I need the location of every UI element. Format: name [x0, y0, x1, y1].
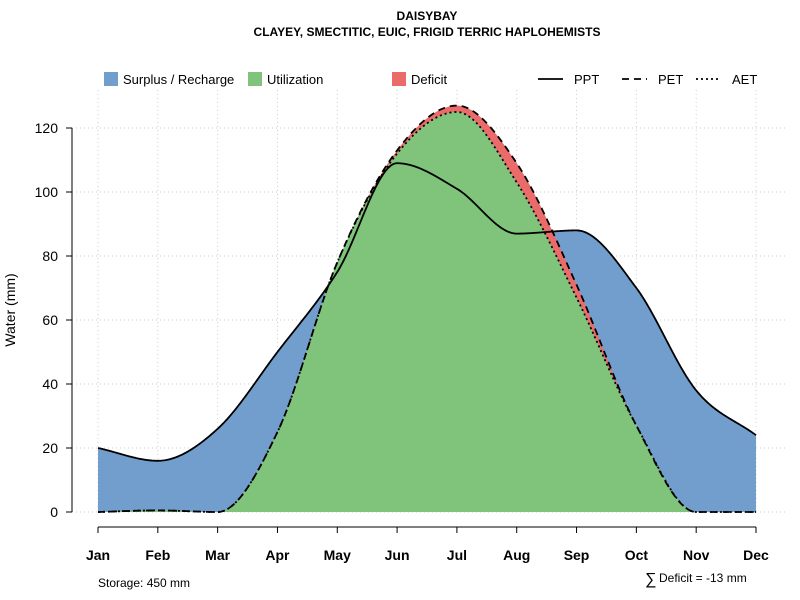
- x-tick-label: Oct: [625, 547, 649, 563]
- deficit-annotation: Deficit = -13 mm: [659, 571, 747, 585]
- pet-line: [97, 104, 756, 513]
- y-tick-label: 120: [35, 120, 59, 136]
- x-tick-label: May: [324, 547, 351, 563]
- legend-label: PPT: [574, 72, 599, 87]
- ppt-line: [97, 162, 757, 462]
- y-tick-label: 100: [35, 184, 59, 200]
- y-tick-label: 0: [50, 504, 58, 520]
- y-axis-label: Water (mm): [2, 273, 18, 346]
- y-tick-label: 80: [42, 248, 58, 264]
- legend-label: Surplus / Recharge: [123, 72, 234, 87]
- x-tick-label: Apr: [265, 547, 290, 563]
- legend: Surplus / Recharge Utilization Deficit PPT P…: [104, 72, 757, 87]
- x-tick-label: Feb: [145, 547, 170, 563]
- chart-title: DAISYBAY: [397, 9, 458, 23]
- legend-label: Deficit: [411, 72, 448, 87]
- legend-swatch: [104, 72, 118, 86]
- sum-symbol: ∑: [645, 571, 656, 588]
- axes: 0 20 40 60 80 100 120 Jan Feb Mar Apr May Jun Jul Aug S…: [35, 120, 769, 563]
- utilization-area: [98, 112, 756, 512]
- y-tick-label: 20: [42, 440, 58, 456]
- y-tick-label: 60: [42, 312, 58, 328]
- x-tick-label: Nov: [683, 547, 710, 563]
- x-tick-label: Jun: [385, 547, 410, 563]
- storage-annotation: Storage: 450 mm: [98, 576, 190, 590]
- x-tick-label: Aug: [503, 547, 530, 563]
- legend-swatch: [392, 72, 406, 86]
- x-tick-label: Jul: [447, 547, 467, 563]
- series-lines: [97, 104, 757, 513]
- x-tick-label: Sep: [564, 547, 590, 563]
- y-tick-label: 40: [42, 376, 58, 392]
- x-tick-label: Jan: [86, 547, 110, 563]
- legend-label: Utilization: [267, 72, 323, 87]
- area-fills: [98, 105, 756, 512]
- x-tick-label: Mar: [205, 547, 230, 563]
- x-tick-label: Dec: [743, 547, 769, 563]
- legend-label: PET: [658, 72, 683, 87]
- legend-swatch: [248, 72, 262, 86]
- legend-label: AET: [732, 72, 757, 87]
- chart-subtitle: CLAYEY, SMECTITIC, EUIC, FRIGID TERRIC H…: [254, 25, 601, 39]
